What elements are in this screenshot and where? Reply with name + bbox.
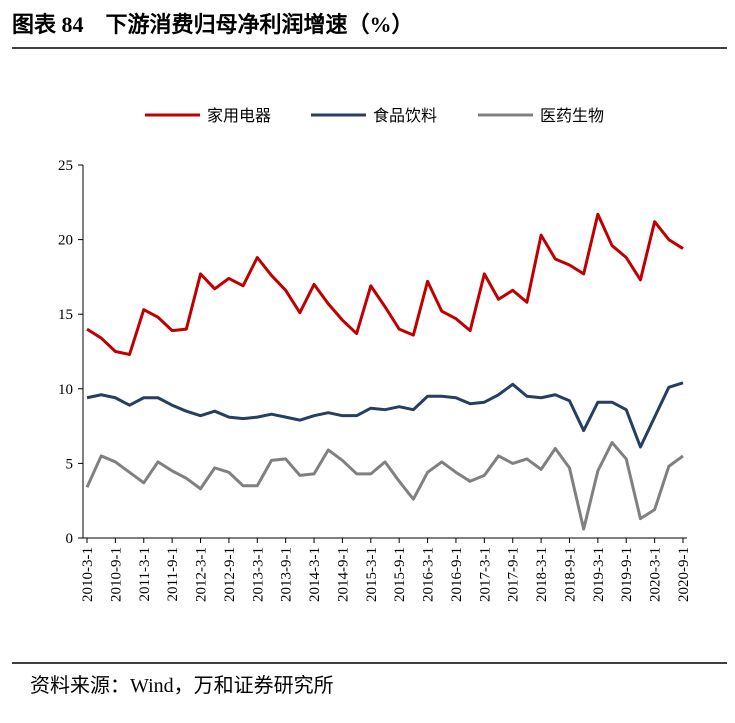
- x-tick-label: 2010-9-1: [108, 547, 124, 602]
- x-tick-label: 2012-9-1: [222, 547, 238, 602]
- series-line: [86, 212, 684, 356]
- x-tick-label: 2019-3-1: [591, 547, 607, 602]
- x-tick-label: 2018-9-1: [562, 547, 578, 602]
- x-tick-label: 2019-9-1: [619, 547, 635, 602]
- series-line: [86, 381, 684, 449]
- x-tick-label: 2015-3-1: [364, 547, 380, 602]
- x-tick-label: 2011-9-1: [165, 547, 181, 601]
- x-tick-label: 2016-3-1: [421, 547, 437, 602]
- y-tick-label: 0: [66, 531, 74, 547]
- x-tick-label: 2013-3-1: [250, 547, 266, 602]
- x-tick-label: 2017-3-1: [477, 547, 493, 602]
- y-tick-label: 25: [58, 158, 73, 174]
- x-tick-label: 2013-9-1: [279, 547, 295, 602]
- source-note: 资料来源：Wind，万和证券研究所: [30, 674, 334, 697]
- y-tick-label: 5: [66, 456, 74, 472]
- series-line: [85, 441, 684, 531]
- x-tick-label: 2015-9-1: [392, 547, 408, 602]
- x-tick-label: 2010-3-1: [80, 547, 96, 602]
- y-tick-label: 10: [58, 382, 73, 398]
- legend-label: 家用电器: [207, 107, 271, 125]
- y-tick-label: 20: [58, 233, 73, 249]
- y-tick-label: 15: [58, 307, 73, 323]
- chart-title: 图表 84 下游消费归母净利润增速（%）: [12, 12, 414, 37]
- x-tick-label: 2020-3-1: [648, 547, 664, 602]
- x-tick-label: 2014-9-1: [335, 547, 351, 602]
- x-tick-label: 2017-9-1: [506, 547, 522, 602]
- x-tick-label: 2014-3-1: [307, 547, 323, 602]
- legend-label: 食品饮料: [373, 107, 437, 125]
- x-tick-label: 2011-3-1: [137, 547, 153, 601]
- legend-label: 医药生物: [540, 107, 604, 125]
- x-tick-label: 2012-3-1: [194, 547, 210, 602]
- x-tick-label: 2016-9-1: [449, 547, 465, 602]
- x-tick-label: 2020-9-1: [676, 547, 692, 602]
- x-tick-label: 2018-3-1: [534, 547, 550, 602]
